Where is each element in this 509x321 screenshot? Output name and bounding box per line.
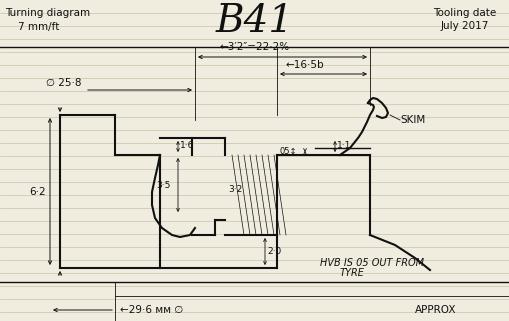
Text: TYRE: TYRE — [340, 268, 365, 278]
Text: HVB IS 05 OUT FROM: HVB IS 05 OUT FROM — [320, 258, 424, 268]
Text: Turning diagram: Turning diagram — [5, 8, 90, 18]
Text: 1·1: 1·1 — [337, 142, 351, 151]
Text: ←29·6 мм ∅: ←29·6 мм ∅ — [120, 305, 183, 315]
Text: Tooling date: Tooling date — [433, 8, 497, 18]
Text: 7 mm/ft: 7 mm/ft — [18, 22, 60, 32]
Text: ∅ 25·8: ∅ 25·8 — [46, 78, 82, 88]
Text: 6·2: 6·2 — [30, 187, 46, 197]
Text: APPROX: APPROX — [415, 305, 457, 315]
Text: 3·5: 3·5 — [157, 180, 171, 189]
Text: ←3′2″=22·2%: ←3′2″=22·2% — [220, 42, 290, 52]
Text: 05↕: 05↕ — [279, 146, 297, 155]
Text: B41: B41 — [216, 3, 294, 40]
Text: 3·2: 3·2 — [228, 186, 242, 195]
Text: ←16·5b: ←16·5b — [286, 60, 324, 70]
Text: July 2017: July 2017 — [441, 21, 489, 31]
Text: 2·0: 2·0 — [267, 247, 281, 256]
Text: 1·6: 1·6 — [180, 142, 194, 151]
Text: SKIM: SKIM — [400, 115, 425, 125]
